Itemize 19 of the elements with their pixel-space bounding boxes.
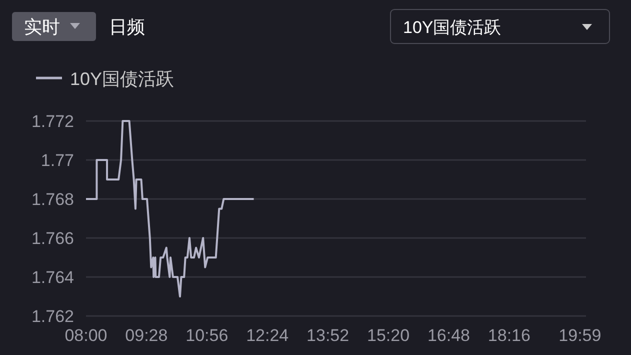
x-tick-label: 16:48 [427,326,470,345]
legend-label: 10Y国债活跃 [70,69,174,89]
y-tick-label: 1.772 [31,112,74,131]
x-tick-label: 13:52 [306,326,350,345]
text: 实时 [24,17,60,37]
x-tick-label: 09:28 [125,326,168,345]
x-tick-label: 12:24 [246,326,289,345]
y-tick-label: 1.766 [31,229,74,248]
y-tick-label: 1.768 [31,190,74,209]
y-tick-label: 1.764 [31,268,74,287]
x-tick-label: 18:16 [488,326,530,345]
text: 日频 [109,17,145,37]
text: 10Y国债活跃 [403,18,502,37]
x-tick-label: 08:00 [64,326,108,345]
x-tick-label: 19:59 [558,326,602,345]
x-tick-label: 10:56 [186,326,228,345]
x-tick-label: 15:20 [367,326,410,345]
y-tick-label: 1.762 [31,307,74,326]
y-tick-label: 1.77 [40,151,74,170]
